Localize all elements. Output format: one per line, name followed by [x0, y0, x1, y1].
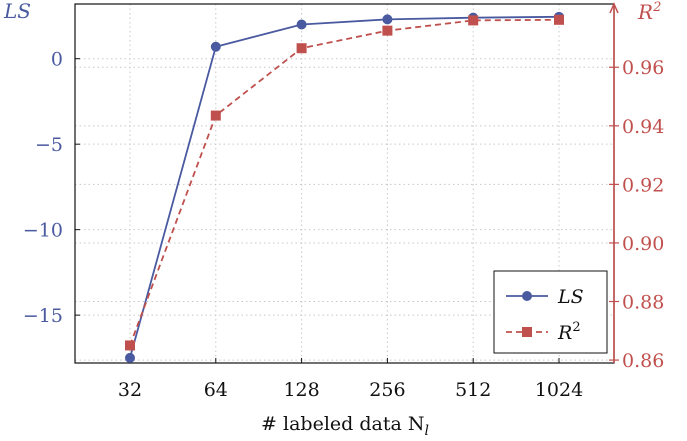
legend-ls-marker: [522, 291, 532, 301]
series-ls-point: [382, 14, 393, 25]
left-axis-tick-label: −5: [35, 134, 63, 156]
left-axis-tick-label: −10: [23, 220, 63, 242]
x-axis-label: # labeled data Nl: [261, 413, 429, 439]
legend-box: [493, 270, 608, 354]
x-axis-tick-label: 64: [204, 379, 228, 401]
legend-item-r2: R2: [506, 320, 581, 344]
x-axis-tick-label: 256: [369, 379, 405, 401]
legend-ls-label: LS: [557, 286, 584, 308]
right-axis-tick-label: 0.96: [622, 57, 664, 79]
series-r2-point: [554, 14, 564, 25]
right-axis-tick-label: 0.94: [622, 116, 664, 138]
series-r2-point: [210, 110, 221, 121]
right-axis-tick-label: 0.90: [622, 233, 664, 255]
x-axis-label-base: # labeled data N: [261, 413, 424, 435]
x-axis-tick-label: 1024: [535, 379, 583, 401]
series-ls-point: [125, 352, 135, 363]
x-axis: 32 64 128 256 512 1024: [118, 358, 583, 401]
series-r2-point: [468, 15, 479, 26]
series-r2-point: [382, 25, 393, 36]
legend-r2-label: R2: [557, 320, 581, 344]
x-axis-tick-label: 128: [283, 379, 319, 401]
x-axis-tick-label: 512: [455, 379, 491, 401]
right-axis-tick-label: 0.86: [622, 350, 664, 372]
right-axis-tick-label: 0.88: [622, 292, 664, 314]
left-axis-tick-label: 0: [51, 49, 63, 71]
series-ls-point: [296, 19, 307, 30]
series-ls-point: [210, 41, 221, 52]
left-axis-tick-label: −15: [23, 305, 63, 327]
series-r2-point: [125, 340, 135, 351]
series-group: [125, 11, 564, 363]
series-r2-line: [129, 18, 560, 346]
legend-r2-marker: [522, 327, 532, 337]
legend-item-ls: LS: [506, 286, 584, 308]
series-r2-point: [296, 43, 307, 54]
series-ls-line: [129, 15, 560, 359]
right-axis-title-base: R: [637, 0, 653, 24]
right-axis: 0.96 0.94 0.92 0.90 0.88 0.86: [609, 2, 664, 372]
right-axis-title-superscript: 2: [652, 0, 661, 15]
right-axis-title: R2: [637, 0, 661, 24]
left-axis-title: LS: [3, 0, 31, 23]
legend: LS R2: [493, 270, 608, 354]
x-axis-tick-label: 32: [118, 379, 142, 401]
x-axis-label-subscript: l: [424, 423, 428, 439]
right-axis-arrow: [609, 2, 619, 14]
grid-lines: [75, 4, 614, 363]
legend-r2-label-superscript: 2: [572, 320, 580, 335]
legend-r2-label-base: R: [557, 322, 572, 344]
left-axis: 0 −5 −10 −15: [23, 49, 80, 327]
right-axis-tick-label: 0.92: [622, 174, 664, 196]
